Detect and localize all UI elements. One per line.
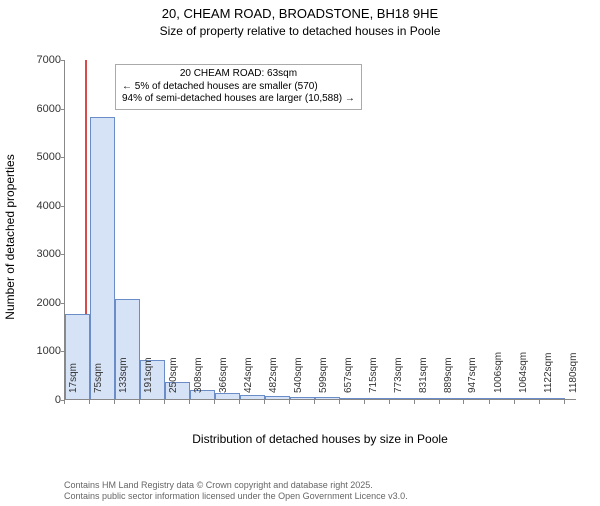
- annotation-box: 20 CHEAM ROAD: 63sqm ← 5% of detached ho…: [115, 64, 362, 110]
- histogram-bar: [215, 393, 240, 399]
- x-tick-label: 1180sqm: [568, 353, 579, 393]
- x-tick-label: 308sqm: [193, 357, 204, 393]
- x-tick-label: 1064sqm: [518, 352, 529, 393]
- histogram-bar: [415, 398, 440, 399]
- x-tick-label: 947sqm: [467, 357, 478, 393]
- attribution-line1: Contains HM Land Registry data © Crown c…: [64, 480, 408, 491]
- x-tick-label: 191sqm: [143, 357, 154, 393]
- x-tick-mark: [489, 400, 490, 404]
- x-tick-mark: [463, 400, 464, 404]
- histogram-bar: [464, 398, 489, 399]
- x-tick-label: 366sqm: [218, 357, 229, 393]
- x-tick-label: 250sqm: [168, 357, 179, 393]
- x-tick-mark: [239, 400, 240, 404]
- histogram-bar: [240, 395, 265, 399]
- y-tick-label: 1000: [21, 345, 61, 357]
- x-tick-mark: [414, 400, 415, 404]
- attribution: Contains HM Land Registry data © Crown c…: [64, 480, 408, 503]
- x-tick-mark: [314, 400, 315, 404]
- histogram-bar: [365, 398, 390, 399]
- x-tick-mark: [364, 400, 365, 404]
- histogram-bar: [515, 398, 540, 399]
- x-tick-label: 482sqm: [268, 357, 279, 393]
- x-tick-label: 17sqm: [68, 363, 79, 393]
- y-tick-label: 7000: [21, 54, 61, 66]
- y-tick-mark: [61, 157, 65, 158]
- x-tick-label: 1122sqm: [543, 353, 554, 393]
- x-tick-label: 75sqm: [93, 363, 104, 393]
- y-tick-label: 6000: [21, 103, 61, 115]
- x-tick-label: 715sqm: [368, 357, 379, 393]
- y-tick-mark: [61, 303, 65, 304]
- x-tick-mark: [189, 400, 190, 404]
- x-tick-label: 773sqm: [393, 357, 404, 393]
- histogram-bar: [390, 398, 415, 399]
- x-tick-mark: [289, 400, 290, 404]
- x-tick-label: 599sqm: [318, 357, 329, 393]
- x-tick-mark: [389, 400, 390, 404]
- chart-title-line2: Size of property relative to detached ho…: [0, 24, 600, 38]
- x-tick-mark: [139, 400, 140, 404]
- y-tick-mark: [61, 254, 65, 255]
- x-tick-mark: [214, 400, 215, 404]
- x-tick-mark: [539, 400, 540, 404]
- annotation-line1: 20 CHEAM ROAD: 63sqm: [122, 68, 355, 81]
- histogram-bar: [90, 117, 115, 399]
- y-tick-label: 2000: [21, 297, 61, 309]
- x-tick-label: 889sqm: [443, 357, 454, 393]
- x-tick-mark: [89, 400, 90, 404]
- histogram-bar: [340, 398, 365, 399]
- x-tick-mark: [339, 400, 340, 404]
- annotation-line2: ← 5% of detached houses are smaller (570…: [122, 81, 355, 94]
- x-tick-label: 1006sqm: [493, 352, 504, 393]
- x-tick-label: 540sqm: [293, 357, 304, 393]
- chart-container: 20 CHEAM ROAD: 63sqm ← 5% of detached ho…: [64, 60, 576, 440]
- y-tick-mark: [61, 60, 65, 61]
- x-tick-mark: [514, 400, 515, 404]
- x-tick-mark: [264, 400, 265, 404]
- x-tick-mark: [114, 400, 115, 404]
- histogram-bar: [315, 397, 340, 399]
- annotation-line3: 94% of semi-detached houses are larger (…: [122, 93, 355, 106]
- histogram-bar: [440, 398, 465, 399]
- x-tick-mark: [64, 400, 65, 404]
- y-tick-label: 0: [21, 394, 61, 406]
- chart-title-line1: 20, CHEAM ROAD, BROADSTONE, BH18 9HE: [0, 6, 600, 23]
- y-tick-mark: [61, 109, 65, 110]
- histogram-bar: [490, 398, 515, 399]
- y-tick-label: 3000: [21, 248, 61, 260]
- x-tick-label: 424sqm: [243, 357, 254, 393]
- x-axis-label: Distribution of detached houses by size …: [64, 432, 576, 446]
- x-tick-label: 657sqm: [343, 357, 354, 393]
- x-tick-mark: [439, 400, 440, 404]
- plot-area: 20 CHEAM ROAD: 63sqm ← 5% of detached ho…: [64, 60, 576, 400]
- y-tick-label: 4000: [21, 200, 61, 212]
- y-tick-label: 5000: [21, 151, 61, 163]
- x-tick-label: 133sqm: [118, 357, 129, 393]
- x-tick-mark: [564, 400, 565, 404]
- histogram-bar: [265, 396, 290, 399]
- y-tick-mark: [61, 206, 65, 207]
- x-tick-mark: [164, 400, 165, 404]
- histogram-bar: [540, 398, 565, 399]
- x-tick-label: 831sqm: [418, 357, 429, 393]
- attribution-line2: Contains public sector information licen…: [64, 491, 408, 502]
- histogram-bar: [290, 397, 315, 399]
